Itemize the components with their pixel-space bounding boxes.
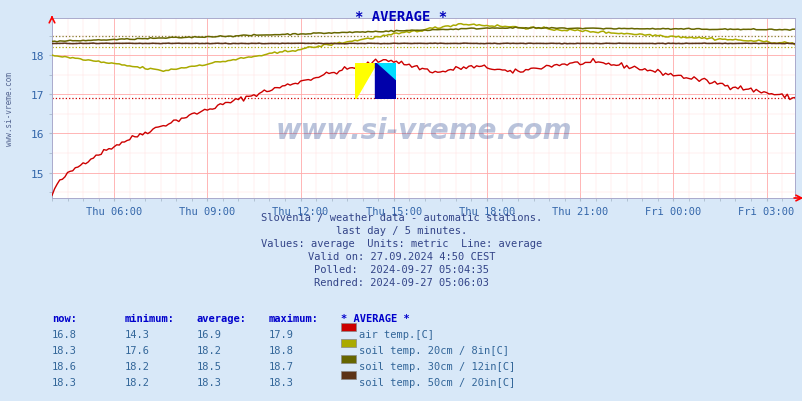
Text: soil temp. 30cm / 12in[C]: soil temp. 30cm / 12in[C] (358, 361, 515, 371)
Text: 18.3: 18.3 (269, 377, 294, 387)
Text: 18.5: 18.5 (196, 361, 221, 371)
Text: Valid on: 27.09.2024 4:50 CEST: Valid on: 27.09.2024 4:50 CEST (307, 251, 495, 261)
Text: * AVERAGE *: * AVERAGE * (355, 10, 447, 24)
Text: * AVERAGE *: * AVERAGE * (341, 313, 410, 323)
Text: 18.2: 18.2 (196, 345, 221, 355)
Text: 16.8: 16.8 (52, 329, 77, 339)
Text: 14.3: 14.3 (124, 329, 149, 339)
Text: maximum:: maximum: (269, 313, 318, 323)
Text: 18.3: 18.3 (52, 345, 77, 355)
Text: www.si-vreme.com: www.si-vreme.com (5, 72, 14, 146)
Text: now:: now: (52, 313, 77, 323)
Text: soil temp. 20cm / 8in[C]: soil temp. 20cm / 8in[C] (358, 345, 508, 355)
Text: 18.3: 18.3 (196, 377, 221, 387)
Text: Rendred: 2024-09-27 05:06:03: Rendred: 2024-09-27 05:06:03 (314, 277, 488, 287)
Text: minimum:: minimum: (124, 313, 174, 323)
Text: 18.3: 18.3 (52, 377, 77, 387)
Text: average:: average: (196, 313, 246, 323)
Polygon shape (355, 64, 375, 100)
Text: 17.9: 17.9 (269, 329, 294, 339)
Polygon shape (375, 64, 395, 100)
Text: 16.9: 16.9 (196, 329, 221, 339)
Text: last day / 5 minutes.: last day / 5 minutes. (335, 225, 467, 235)
Text: 18.2: 18.2 (124, 377, 149, 387)
Polygon shape (375, 64, 395, 82)
Text: 18.6: 18.6 (52, 361, 77, 371)
Text: Polled:  2024-09-27 05:04:35: Polled: 2024-09-27 05:04:35 (314, 264, 488, 274)
Text: 18.8: 18.8 (269, 345, 294, 355)
Text: soil temp. 50cm / 20in[C]: soil temp. 50cm / 20in[C] (358, 377, 515, 387)
Text: Values: average  Units: metric  Line: average: Values: average Units: metric Line: aver… (261, 239, 541, 248)
Text: 18.2: 18.2 (124, 361, 149, 371)
Text: 18.7: 18.7 (269, 361, 294, 371)
Text: www.si-vreme.com: www.si-vreme.com (275, 116, 571, 144)
Text: Slovenia / weather data - automatic stations.: Slovenia / weather data - automatic stat… (261, 213, 541, 223)
Text: air temp.[C]: air temp.[C] (358, 329, 433, 339)
Text: 17.6: 17.6 (124, 345, 149, 355)
